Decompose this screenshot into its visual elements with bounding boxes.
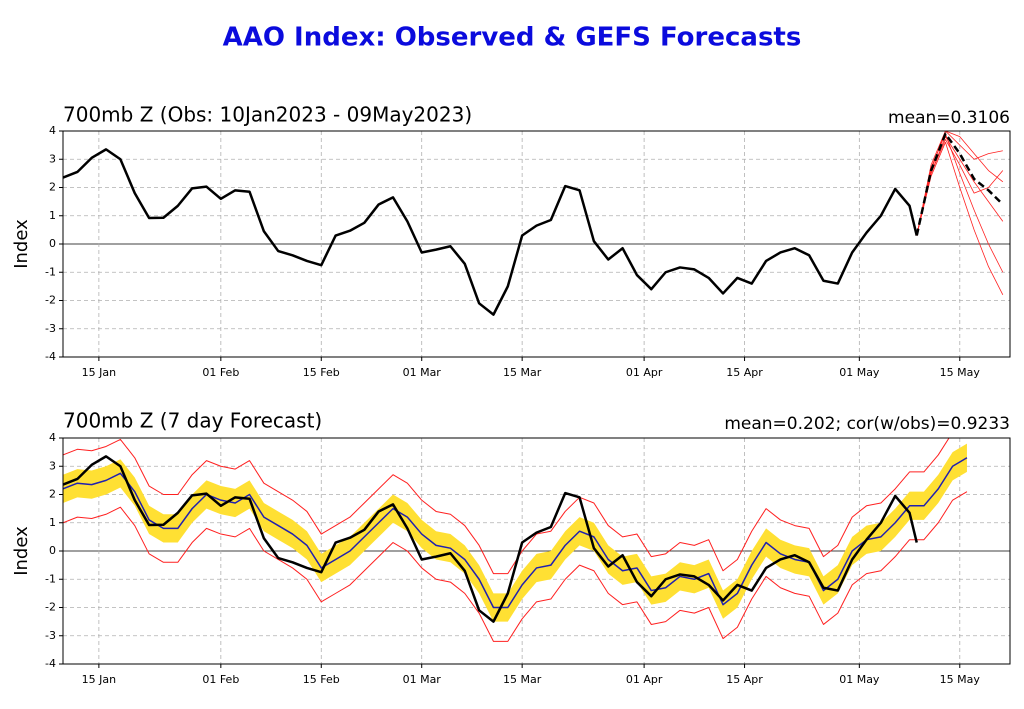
y-tick-label: 2	[49, 488, 56, 501]
y-tick-label: 0	[49, 544, 56, 557]
x-tick-label: 15 Mar	[503, 366, 542, 379]
y-tick-label: 1	[49, 209, 56, 222]
panel-annotation: mean=0.202; cor(w/obs)=0.9233	[724, 414, 1010, 434]
ensemble-member	[916, 131, 1003, 236]
x-tick-label: 01 Apr	[626, 366, 663, 379]
y-tick-label: -1	[45, 265, 56, 278]
x-tick-label: 15 Apr	[726, 673, 763, 686]
x-tick-label: 01 Mar	[403, 366, 442, 379]
x-tick-label: 01 Feb	[202, 673, 239, 686]
plot-area	[63, 131, 1004, 316]
spread-band	[63, 443, 967, 622]
y-tick-label: 3	[49, 152, 56, 165]
y-tick-label: -2	[45, 601, 56, 614]
y-tick-label: -4	[45, 350, 56, 363]
figure-title: AAO Index: Observed & GEFS Forecasts	[223, 23, 802, 53]
y-tick-label: -4	[45, 657, 56, 670]
series-line	[63, 455, 918, 623]
y-tick-label: 2	[49, 181, 56, 194]
x-tick-label: 01 May	[839, 366, 880, 379]
y-tick-label: 4	[49, 431, 56, 444]
y-tick-label: -1	[45, 572, 56, 585]
x-tick-label: 15 Mar	[503, 673, 542, 686]
plot-frame	[62, 437, 1011, 665]
y-tick-label: -2	[45, 294, 56, 307]
x-tick-label: 15 Feb	[303, 366, 340, 379]
y-tick-label: 0	[49, 237, 56, 250]
x-tick-label: 15 Jan	[82, 673, 116, 686]
series-line	[915, 132, 1004, 236]
x-tick-label: 15 May	[940, 366, 981, 379]
plot-frame	[62, 130, 1011, 358]
y-tick-label: 3	[49, 459, 56, 472]
x-tick-label: 01 Mar	[403, 673, 442, 686]
panel-annotation: mean=0.3106	[888, 108, 1010, 128]
y-tick-label: 1	[49, 516, 56, 529]
x-tick-label: 01 Apr	[626, 673, 663, 686]
panel-title: 700mb Z (Obs: 10Jan2023 - 09May2023)	[63, 103, 472, 127]
series-line	[63, 148, 918, 316]
series-line	[63, 491, 968, 642]
x-tick-label: 15 May	[940, 673, 981, 686]
x-tick-label: 15 Apr	[726, 366, 763, 379]
y-tick-label: -3	[45, 629, 56, 642]
y-axis-label: Index	[11, 526, 32, 576]
x-tick-label: 01 May	[839, 673, 880, 686]
x-tick-label: 15 Jan	[82, 366, 116, 379]
series-line	[63, 438, 950, 575]
y-tick-label: -3	[45, 322, 56, 335]
y-axis-label: Index	[11, 219, 32, 269]
x-tick-label: 15 Feb	[303, 673, 340, 686]
x-tick-label: 01 Feb	[202, 366, 239, 379]
ensemble-member	[916, 139, 1004, 236]
panel-title: 700mb Z (7 day Forecast)	[63, 409, 322, 433]
plot-area	[63, 438, 968, 642]
y-tick-label: 4	[49, 124, 56, 137]
